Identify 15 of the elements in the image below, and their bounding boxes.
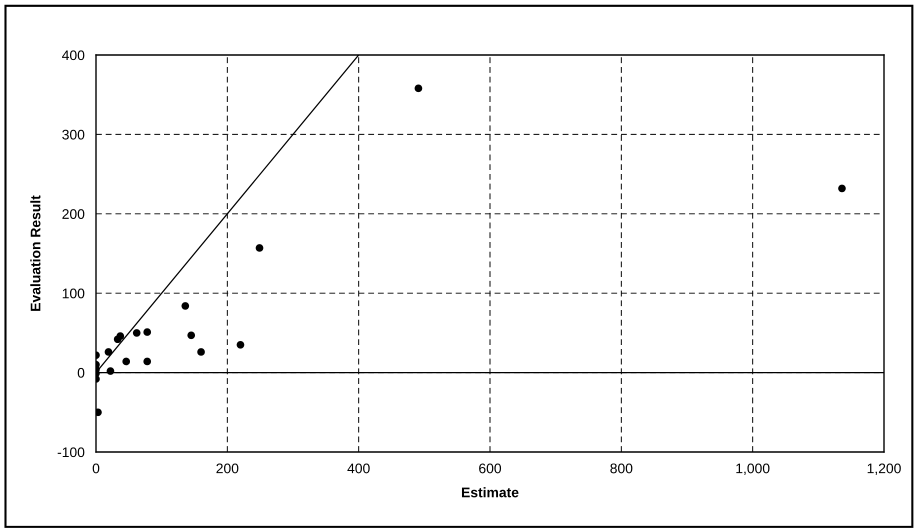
x-tick-label: 200: [216, 463, 238, 474]
x-axis-title: Estimate: [462, 487, 518, 498]
x-tick-label: 800: [610, 463, 632, 474]
y-tick-label: 300: [62, 130, 84, 140]
y-tick-label: 400: [62, 50, 84, 60]
x-tick-label: 600: [479, 463, 502, 474]
y-tick-label: 0: [78, 368, 84, 378]
x-tick-label: 0: [92, 463, 100, 474]
y-tick-label: 100: [62, 288, 84, 298]
x-tick-label: 1,000: [736, 463, 770, 475]
y-tick-label: -100: [58, 447, 84, 458]
y-tick-label: 200: [62, 209, 84, 219]
y-axis-title: Evaluation Result: [30, 195, 40, 311]
x-tick-label: 400: [347, 463, 370, 474]
x-tick-label: 1,200: [868, 463, 901, 475]
